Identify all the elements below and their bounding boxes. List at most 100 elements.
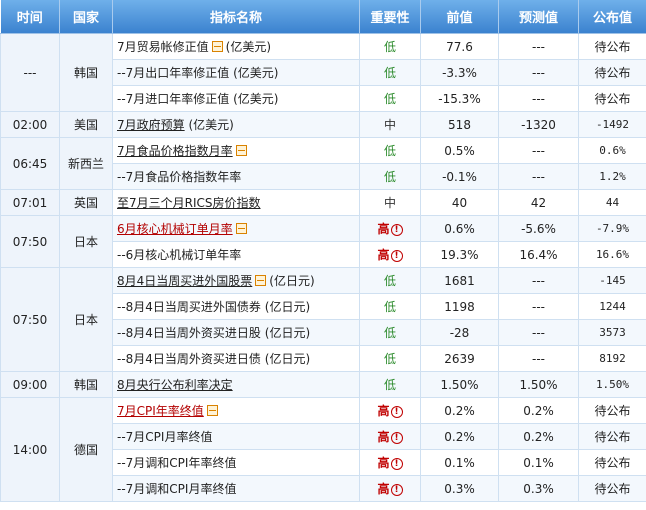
indicator-cell: 7月食品价格指数月率 — [112, 137, 360, 164]
table-row: --7月进口年率修正值 (亿美元) 低 -15.3% --- 待公布 — [1, 85, 646, 112]
importance-cell: 低 — [359, 33, 421, 60]
indicator-link[interactable]: 至7月三个月RICS房价指数 — [117, 196, 261, 210]
alert-icon: ! — [390, 432, 403, 444]
actual-value: 8192 — [578, 345, 646, 372]
importance-label: 低 — [383, 274, 396, 288]
actual-value: -145 — [578, 267, 646, 294]
collapse-icon[interactable] — [235, 223, 247, 234]
indicator-link[interactable]: --8月4日当周外资买进日债 — [117, 352, 261, 366]
country-cell: 日本 — [59, 215, 113, 268]
time-cell: 06:45 — [0, 137, 60, 190]
previous-value: 0.2% — [420, 397, 499, 424]
time-cell: --- — [0, 33, 60, 112]
previous-value: 1198 — [420, 293, 499, 320]
indicator-cell: --8月4日当周外资买进日股 (亿日元) — [112, 319, 360, 346]
importance-cell: 高! — [359, 215, 421, 242]
table-row: 07:50 日本 8月4日当周买进外国股票 (亿日元) 低 1681 --- -145 — [0, 267, 646, 372]
previous-value: 0.2% — [420, 423, 499, 450]
indicator-link[interactable]: --7月调和CPI月率终值 — [117, 482, 237, 496]
indicator-link[interactable]: --6月核心机械订单年率 — [117, 248, 242, 262]
indicator-link[interactable]: 7月食品价格指数月率 — [117, 144, 233, 158]
collapse-icon[interactable] — [206, 405, 218, 416]
header-time[interactable]: 时间 — [0, 0, 60, 34]
alert-icon: ! — [390, 250, 403, 262]
actual-value: -1492 — [578, 111, 646, 138]
indicator-link[interactable]: 8月4日当周买进外国股票 — [117, 274, 253, 288]
previous-value: 0.6% — [420, 215, 499, 242]
actual-value: 待公布 — [578, 59, 646, 86]
previous-value: -0.1% — [420, 163, 499, 190]
indicator-link[interactable]: --7月食品价格指数年率 — [117, 170, 242, 184]
previous-value: 1.50% — [420, 371, 499, 398]
collapse-icon[interactable] — [235, 145, 247, 156]
header-actual[interactable]: 公布值 — [578, 0, 646, 34]
importance-label: 低 — [383, 326, 396, 340]
indicator-link[interactable]: --7月进口年率修正值 — [117, 92, 230, 106]
indicator-link[interactable]: 7月CPI年率终值 — [117, 404, 204, 418]
importance-label: 高 — [377, 456, 390, 470]
indicator-link[interactable]: 8月央行公布利率决定 — [117, 378, 233, 392]
forecast-value: --- — [498, 33, 579, 60]
indicator-unit: (亿美元) — [188, 118, 234, 132]
alert-icon: ! — [390, 224, 403, 236]
indicator-link[interactable]: 6月核心机械订单月率 — [117, 222, 233, 236]
indicator-link[interactable]: --8月4日当周外资买进日股 — [117, 326, 261, 340]
table-row: --7月食品价格指数年率 低 -0.1% --- 1.2% — [1, 163, 646, 190]
forecast-value: --- — [498, 137, 579, 164]
table-row: 07:01 英国 至7月三个月RICS房价指数 中 40 42 44 — [0, 189, 646, 216]
forecast-value: 16.4% — [498, 241, 579, 268]
header-forecast[interactable]: 预测值 — [498, 0, 579, 34]
indicator-link[interactable]: --7月CPI月率终值 — [117, 430, 213, 444]
indicator-link[interactable]: 7月贸易帐修正值 — [117, 40, 209, 54]
header-previous[interactable]: 前值 — [420, 0, 499, 34]
time-cell: 07:01 — [0, 189, 60, 216]
forecast-value: 0.2% — [498, 423, 579, 450]
importance-cell: 高! — [359, 241, 421, 268]
previous-value: -28 — [420, 319, 499, 346]
previous-value: 0.5% — [420, 137, 499, 164]
time-cell: 02:00 — [0, 111, 60, 138]
importance-label: 高 — [377, 248, 390, 262]
importance-cell: 低 — [359, 163, 421, 190]
forecast-value: 0.3% — [498, 475, 579, 502]
actual-value: 1.2% — [578, 163, 646, 190]
indicator-link[interactable]: --7月出口年率修正值 — [117, 66, 230, 80]
time-cell: 07:50 — [0, 267, 60, 372]
indicator-cell: --8月4日当周买进外国债券 (亿日元) — [112, 293, 360, 320]
importance-label: 低 — [383, 66, 396, 80]
header-importance[interactable]: 重要性 — [359, 0, 421, 34]
importance-cell: 低 — [359, 293, 421, 320]
indicator-link[interactable]: 7月政府预算 — [117, 118, 185, 132]
indicator-cell: 至7月三个月RICS房价指数 — [112, 189, 360, 216]
country-cell: 新西兰 — [59, 137, 113, 190]
actual-value: 待公布 — [578, 33, 646, 60]
actual-value: 0.6% — [578, 137, 646, 164]
indicator-link[interactable]: --7月调和CPI年率终值 — [117, 456, 237, 470]
forecast-value: 0.2% — [498, 397, 579, 424]
forecast-value: --- — [498, 345, 579, 372]
header-country[interactable]: 国家 — [59, 0, 113, 34]
indicator-cell: 8月央行公布利率决定 — [112, 371, 360, 398]
table-row: --7月CPI月率终值高! 0.2% 0.2% 待公布 — [1, 423, 646, 450]
previous-value: 518 — [420, 111, 499, 138]
forecast-value: 42 — [498, 189, 579, 216]
table-row: --7月调和CPI月率终值高! 0.3% 0.3% 待公布 — [1, 475, 646, 502]
table-row: --7月调和CPI年率终值高! 0.1% 0.1% 待公布 — [1, 449, 646, 476]
importance-label: 高 — [377, 430, 390, 444]
indicator-link[interactable]: --8月4日当周买进外国债券 — [117, 300, 261, 314]
header-indicator[interactable]: 指标名称 — [112, 0, 360, 34]
importance-label: 低 — [383, 352, 396, 366]
forecast-value: --- — [498, 267, 579, 294]
importance-cell: 高! — [359, 475, 421, 502]
alert-icon: ! — [390, 458, 403, 470]
table-row: --8月4日当周买进外国债券 (亿日元) 低 1198 --- 1244 — [1, 293, 646, 320]
collapse-icon[interactable] — [255, 275, 267, 286]
importance-cell: 高! — [359, 423, 421, 450]
indicator-unit: (亿日元) — [264, 300, 311, 314]
actual-value: -7.9% — [578, 215, 646, 242]
indicator-cell: --7月出口年率修正值 (亿美元) — [112, 59, 360, 86]
collapse-icon[interactable] — [211, 41, 223, 52]
importance-cell: 低 — [359, 319, 421, 346]
actual-value: 待公布 — [578, 397, 646, 424]
